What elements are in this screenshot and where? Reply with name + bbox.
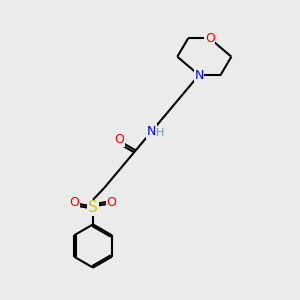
Text: S: S	[88, 200, 98, 215]
Text: O: O	[114, 134, 124, 146]
Text: O: O	[205, 32, 215, 45]
Text: N: N	[147, 125, 156, 138]
Text: H: H	[156, 128, 164, 138]
Text: O: O	[107, 196, 116, 209]
Text: O: O	[70, 196, 79, 209]
Text: N: N	[194, 68, 204, 82]
